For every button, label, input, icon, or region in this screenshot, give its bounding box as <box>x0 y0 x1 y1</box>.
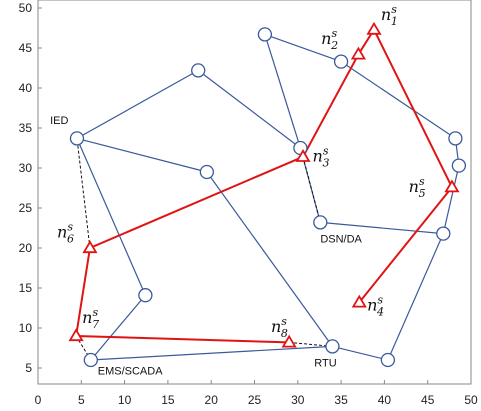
sensor-marker <box>68 328 84 342</box>
network-node <box>313 215 328 230</box>
sensor-label: ns 3 <box>313 145 330 170</box>
sensor-marker <box>444 179 460 193</box>
network-edge <box>320 221 444 235</box>
network-edge <box>332 345 389 361</box>
y-tick-label: 40 <box>19 81 33 95</box>
network-node <box>199 164 215 180</box>
x-tick-label: 20 <box>205 393 219 407</box>
annotation-label: EMS/SCADA <box>98 365 163 377</box>
x-tick-label: 50 <box>464 393 478 407</box>
y-tick-label: 50 <box>19 1 33 15</box>
sensor-label: ns 7 <box>82 306 99 331</box>
network-edge <box>90 345 333 361</box>
y-tick-label: 45 <box>19 41 33 55</box>
y-tick-label: 25 <box>19 201 33 215</box>
sensor-label: ns 5 <box>409 175 426 200</box>
x-tick-label: 40 <box>378 393 392 407</box>
network-edge <box>76 69 199 139</box>
y-tick-label: 15 <box>19 281 33 295</box>
x-tick-label: 30 <box>291 393 305 407</box>
network-edge <box>442 165 460 234</box>
annotation-label: RTU <box>314 357 336 369</box>
x-tick-label: 45 <box>421 393 435 407</box>
annotation-label: DSN/DA <box>320 233 362 245</box>
network-node <box>325 339 340 354</box>
sensor-label: ns 6 <box>57 221 74 246</box>
network-edge <box>340 61 456 139</box>
network-node <box>333 54 349 69</box>
network-edge <box>264 34 301 149</box>
sensor-marker <box>82 240 98 254</box>
annotation-label: IED <box>50 115 68 127</box>
x-tick-label: 15 <box>161 393 175 407</box>
x-tick-label: 35 <box>334 393 348 407</box>
y-tick-label: 20 <box>19 241 33 255</box>
y-tick-label: 35 <box>19 121 33 135</box>
y-tick-label: 30 <box>19 161 33 175</box>
sensor-label: ns 2 <box>321 27 338 52</box>
network-node <box>191 63 206 78</box>
network-node <box>257 27 273 42</box>
network-node <box>83 352 98 368</box>
network-node <box>436 226 451 241</box>
sensor-label: ns 8 <box>271 315 288 340</box>
network-node <box>69 131 85 146</box>
sensor-marker <box>281 334 297 348</box>
sensor-marker <box>295 149 311 162</box>
sensor-label: ns 1 <box>381 3 398 28</box>
x-tick-label: 0 <box>35 393 42 407</box>
sensor-label: ns 4 <box>367 293 384 318</box>
network-edge <box>76 138 146 296</box>
dashed-link <box>302 156 321 223</box>
network-edge <box>197 69 301 149</box>
y-tick-label: 5 <box>25 361 32 375</box>
sensor-marker <box>351 294 367 308</box>
sensor-marker <box>350 46 366 60</box>
network-edge <box>76 137 208 173</box>
network-edge <box>387 233 444 361</box>
network-node <box>138 288 153 303</box>
network-node <box>451 158 467 173</box>
dashed-link <box>76 138 91 249</box>
network-node <box>380 352 396 368</box>
network-edge <box>264 33 342 63</box>
x-tick-label: 25 <box>248 393 262 407</box>
plot-frame <box>37 0 472 385</box>
y-tick-label: 10 <box>19 321 33 335</box>
network-node <box>448 131 463 146</box>
sensor-marker <box>366 21 382 35</box>
network-edge <box>206 171 333 347</box>
sensor-path <box>74 27 454 344</box>
x-tick-label: 5 <box>78 393 85 407</box>
dashed-link <box>289 341 333 347</box>
network-edge <box>90 294 146 361</box>
x-tick-label: 10 <box>118 393 132 407</box>
